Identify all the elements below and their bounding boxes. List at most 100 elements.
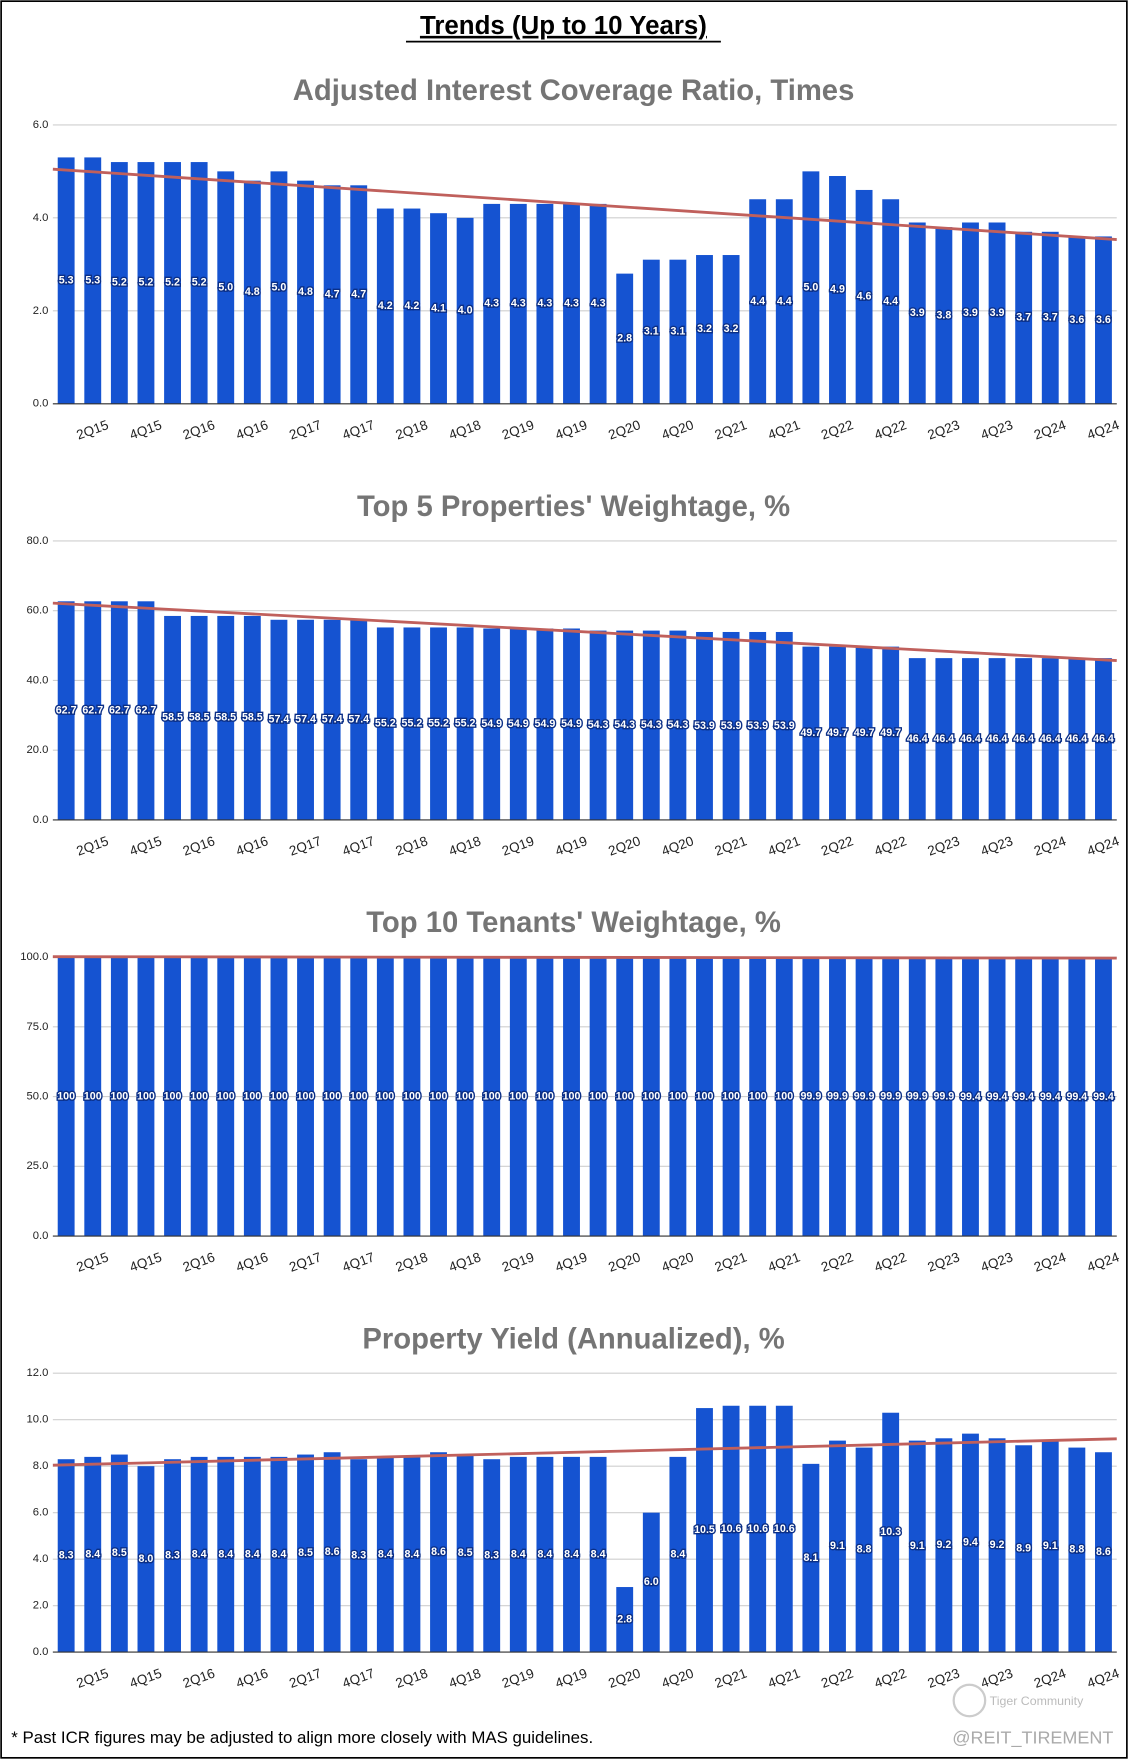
bar bbox=[1015, 958, 1033, 1237]
data-label: 8.5 bbox=[458, 1547, 473, 1559]
y-tick-label: 50.0 bbox=[26, 1091, 48, 1103]
y-tick-label: 60.0 bbox=[26, 605, 48, 617]
bar bbox=[323, 185, 341, 404]
page-title: Trends (Up to 10 Years) bbox=[420, 12, 707, 40]
bar bbox=[323, 1452, 341, 1653]
data-label: 54.3 bbox=[614, 719, 635, 731]
bar bbox=[376, 957, 394, 1237]
data-label: 5.2 bbox=[139, 277, 154, 289]
data-label: 8.0 bbox=[139, 1553, 154, 1565]
data-label: 100 bbox=[696, 1090, 714, 1102]
footnote: * Past ICR figures may be adjusted to al… bbox=[11, 1728, 593, 1747]
data-label: 100 bbox=[430, 1090, 448, 1102]
data-label: 99.4 bbox=[960, 1091, 981, 1103]
data-label: 55.2 bbox=[428, 717, 449, 729]
data-label: 49.7 bbox=[827, 727, 848, 739]
bar bbox=[563, 628, 580, 820]
data-label: 3.6 bbox=[1069, 314, 1084, 326]
bar bbox=[217, 615, 235, 820]
data-label: 5.3 bbox=[59, 274, 74, 286]
bar bbox=[962, 958, 979, 1237]
bar bbox=[164, 615, 181, 820]
bar bbox=[536, 203, 554, 404]
data-label: 8.6 bbox=[431, 1546, 446, 1558]
watermark: @REIT_TIREMENT bbox=[952, 1727, 1113, 1748]
trend-line bbox=[52, 1437, 1117, 1467]
data-label: 53.9 bbox=[774, 720, 795, 732]
data-label: 3.2 bbox=[724, 323, 739, 335]
y-tick-label: 0.0 bbox=[33, 398, 49, 410]
bar bbox=[1041, 958, 1059, 1237]
bar bbox=[642, 630, 660, 820]
bar bbox=[536, 957, 554, 1237]
data-label: 8.4 bbox=[218, 1548, 233, 1560]
data-label: 100 bbox=[456, 1090, 474, 1102]
data-label: 8.4 bbox=[405, 1548, 420, 1560]
bar bbox=[988, 658, 1006, 820]
bar bbox=[1015, 231, 1033, 404]
bar bbox=[1041, 231, 1059, 404]
bar bbox=[749, 1405, 767, 1653]
data-label: 4.2 bbox=[405, 300, 420, 312]
bar bbox=[988, 222, 1006, 404]
bar bbox=[1041, 658, 1059, 820]
bar bbox=[350, 619, 368, 820]
bar bbox=[1041, 1440, 1059, 1653]
bar bbox=[430, 213, 447, 404]
bar bbox=[935, 1438, 953, 1653]
data-label: 53.9 bbox=[694, 720, 715, 732]
data-label: 100 bbox=[323, 1090, 341, 1102]
trend-line bbox=[52, 601, 1117, 662]
data-label: 2.8 bbox=[617, 1613, 632, 1625]
bar bbox=[376, 627, 394, 820]
bar bbox=[430, 627, 447, 820]
chart: Top 5 Properties' Weightage, % 0.0 20.0 40.… bbox=[26, 491, 1121, 859]
bar bbox=[509, 203, 527, 404]
data-label: 100 bbox=[509, 1090, 527, 1102]
data-label: 4.8 bbox=[245, 286, 260, 298]
data-label: 4.4 bbox=[777, 295, 792, 307]
bar bbox=[775, 957, 793, 1237]
y-tick-label: 0.0 bbox=[33, 1230, 49, 1242]
bar bbox=[642, 259, 660, 404]
data-label: 8.4 bbox=[378, 1548, 393, 1560]
data-label: 57.4 bbox=[269, 714, 290, 726]
chart-title: Property Yield (Annualized), % bbox=[362, 1323, 784, 1355]
bar bbox=[669, 957, 687, 1237]
bar bbox=[1068, 658, 1086, 820]
bar bbox=[696, 631, 713, 820]
data-label: 8.3 bbox=[484, 1549, 499, 1561]
bar bbox=[84, 157, 102, 404]
bar bbox=[84, 1456, 102, 1653]
data-label: 3.9 bbox=[963, 307, 978, 319]
data-label: 53.9 bbox=[747, 720, 768, 732]
bar bbox=[829, 176, 846, 404]
bar bbox=[1095, 1452, 1112, 1653]
data-label: 53.9 bbox=[721, 720, 742, 732]
y-tick-label: 6.0 bbox=[33, 119, 49, 131]
data-label: 8.4 bbox=[591, 1548, 606, 1560]
y-tick-label: 20.0 bbox=[26, 744, 48, 756]
bar bbox=[802, 957, 820, 1237]
y-tick-label: 2.0 bbox=[33, 305, 49, 317]
bar bbox=[323, 957, 341, 1237]
logo-icon bbox=[952, 1683, 987, 1718]
bar bbox=[802, 171, 820, 404]
y-tick-label: 75.0 bbox=[26, 1021, 48, 1033]
bar bbox=[1068, 958, 1086, 1237]
data-label: 9.1 bbox=[830, 1540, 845, 1552]
data-label: 8.4 bbox=[192, 1548, 207, 1560]
data-label: 99.9 bbox=[854, 1091, 875, 1103]
data-label: 100 bbox=[270, 1090, 288, 1102]
data-label: 54.9 bbox=[561, 718, 582, 730]
bar bbox=[164, 957, 181, 1237]
bar bbox=[456, 217, 474, 404]
data-label: 99.9 bbox=[880, 1091, 901, 1103]
bar bbox=[509, 957, 527, 1237]
data-label: 49.7 bbox=[880, 727, 901, 739]
bar bbox=[563, 1456, 580, 1653]
y-tick-label: 0.0 bbox=[33, 1646, 49, 1658]
bar bbox=[217, 1456, 235, 1653]
bar bbox=[1015, 1445, 1033, 1653]
bar bbox=[376, 208, 394, 404]
